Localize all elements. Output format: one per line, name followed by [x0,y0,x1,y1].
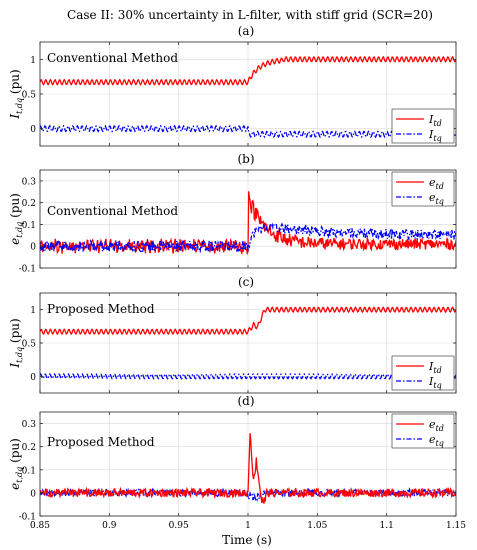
figure-title: Case II: 30% uncertainty in L-filter, wi… [67,8,433,22]
legend-label-main: e [429,191,436,204]
y-tick-label: 1 [30,56,36,66]
series-line-i-td [40,55,456,86]
x-tick-label: 1.05 [307,521,327,531]
legend-label-subscript: td [436,424,444,433]
subplot-label: (a) [238,24,255,38]
y-tick-label: 0.2 [22,199,36,209]
y-axis-label-subscript: t,dq [15,98,24,114]
series-line-e-td [40,433,456,504]
x-tick-label: 0.95 [169,521,189,531]
legend-label-i-tq: Itq [428,375,442,390]
y-axis-label-subscript: t,dq [15,222,24,238]
legend-label-main: e [429,418,436,431]
y-tick-label: 0 [30,489,36,499]
y-tick-label: -0.1 [19,513,36,523]
method-annotation: Conventional Method [47,51,178,65]
method-annotation: Proposed Method [47,435,155,449]
method-annotation: Conventional Method [47,204,178,218]
y-axis-label: It,dq (pu) [8,318,24,368]
legend-label-subscript: tq [433,381,441,390]
y-tick-label: 0 [30,125,36,135]
legend-label-subscript: tq [436,439,444,448]
y-tick-label: 0.1 [22,466,36,476]
legend-label-e-td: etd [429,176,444,191]
y-tick-label: 0.3 [22,177,37,187]
legend-label-main: I [428,113,434,126]
y-axis-label: It,dq (pu) [8,69,24,119]
legend-box [391,413,455,449]
y-axis-label-subscript: t,dq [15,467,24,483]
subplot-label: (c) [238,275,254,289]
subplot-label: (b) [237,152,254,166]
x-tick-label: 1.15 [446,521,466,531]
y-axis-label-main: e [8,483,22,490]
legend-label-e-tq: etq [429,433,444,448]
legend-box [391,171,455,207]
legend-label-e-tq: etq [429,191,444,206]
legend-label-main: I [428,360,434,373]
x-tick-label: 0.85 [30,521,50,531]
y-axis-label-unit: (pu) [8,318,22,347]
series-line-e-tq [40,222,456,253]
legend-label-subscript: td [433,366,441,375]
y-axis-label-unit: (pu) [8,438,22,467]
legend-label-subscript: tq [433,134,441,143]
y-tick-label: 1 [30,306,36,316]
x-tick-label: 0.9 [102,521,117,531]
legend-label-main: e [429,433,436,446]
y-tick-label: 0 [30,373,36,383]
y-axis-label-unit: (pu) [8,193,22,222]
y-axis-label: et,dq (pu) [8,193,24,245]
legend-label-subscript: td [436,182,444,191]
y-tick-label: 0 [30,243,36,253]
x-tick-label: 1 [245,521,251,531]
legend-label-main: I [428,375,434,388]
y-tick-label: 0.2 [22,443,36,453]
y-tick-label: 0.5 [22,91,37,101]
legend-label-i-td: Itd [428,360,442,375]
subplot-4: (d) -0.1 0 0.1 0.2 0.3 0.85 0.9 0.95 1 1.05 1.1 1.15… [8,394,466,531]
subplot-label: (d) [237,394,254,408]
y-tick-label: 0.1 [22,221,36,231]
y-axis-label-main: I [8,363,22,369]
x-tick-label: 1.1 [380,521,394,531]
y-axis-label-unit: (pu) [8,69,22,98]
series-line-i-tq [40,372,456,380]
legend-box [391,108,455,144]
legend-label-subscript: tq [436,197,444,206]
legend-label-main: e [429,176,436,189]
series-line-i-tq [40,124,456,139]
legend-label-e-td: etd [429,418,444,433]
y-tick-label: -0.1 [19,265,36,275]
y-tick-label: 0.3 [22,420,37,430]
legend-label-i-tq: Itq [428,128,442,143]
y-axis-label-main: I [8,114,22,120]
x-axis-label: Time (s) [222,533,272,547]
legend-box [391,355,455,391]
method-annotation: Proposed Method [47,302,155,316]
legend-label-subscript: td [433,119,441,128]
y-tick-label: 0.5 [22,340,37,350]
y-axis-label-subscript: t,dq [15,347,24,363]
legend-label-main: I [428,128,434,141]
y-axis-label-main: e [8,238,22,245]
series-line-i-td [40,306,456,336]
legend-label-i-td: Itd [428,113,442,128]
y-axis-label: et,dq (pu) [8,438,24,490]
